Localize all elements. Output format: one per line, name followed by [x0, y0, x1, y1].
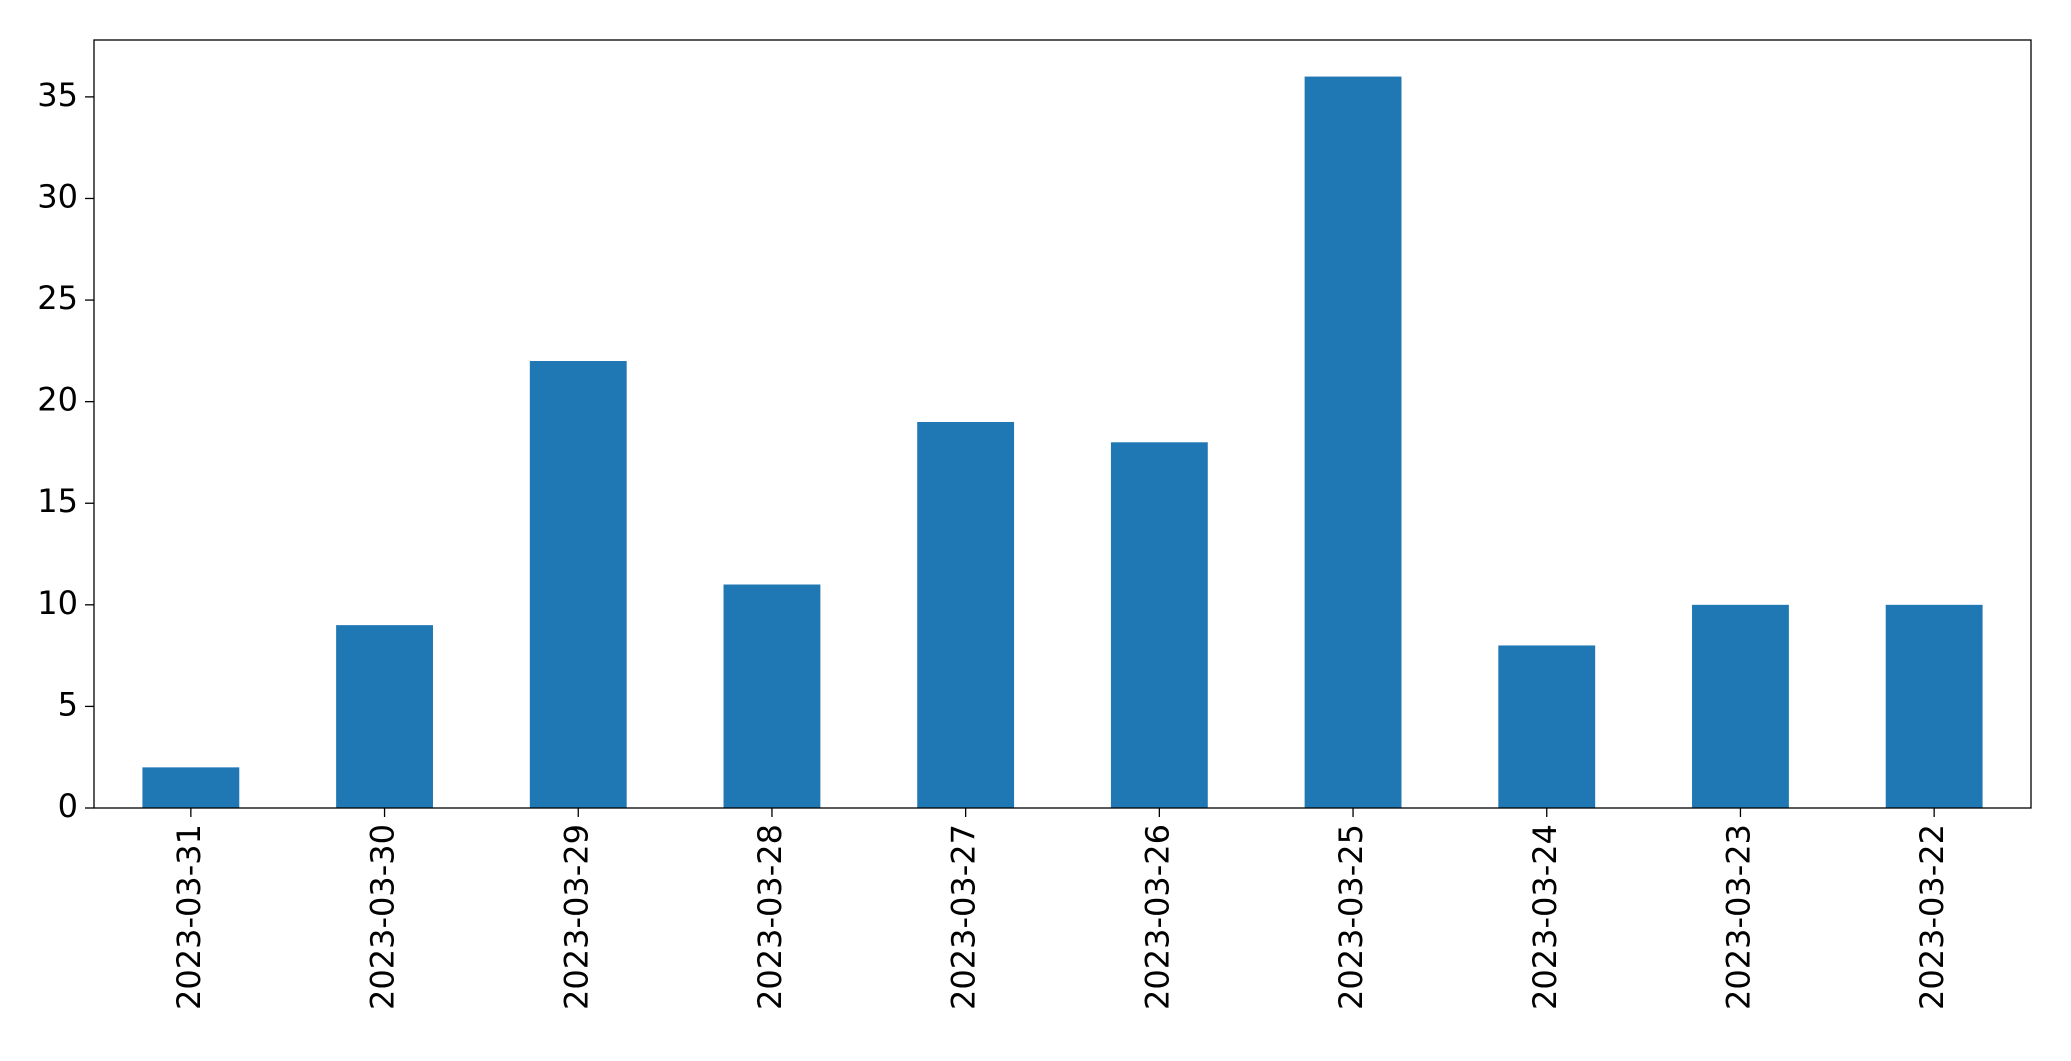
y-tick-label: 5: [58, 685, 78, 723]
bar: [529, 361, 627, 808]
x-tick-label: 2023-03-25: [1332, 824, 1370, 1010]
bar: [1110, 442, 1208, 808]
y-tick-label: 15: [37, 482, 78, 520]
bar: [1498, 645, 1596, 808]
y-tick-label: 10: [37, 584, 78, 622]
axes-frame: [93, 39, 2032, 809]
y-tick-label: 35: [37, 76, 78, 114]
bar: [1304, 76, 1402, 809]
bar: [1885, 604, 1983, 808]
bar: [142, 767, 240, 808]
y-tick-label: 20: [37, 381, 78, 419]
x-tick-label: 2023-03-24: [1526, 824, 1564, 1010]
x-tick-label: 2023-03-27: [945, 824, 983, 1010]
y-tick-label: 25: [37, 279, 78, 317]
x-tick-label: 2023-03-26: [1138, 824, 1176, 1010]
y-tick-label: 0: [58, 787, 78, 825]
bar: [917, 421, 1015, 808]
x-tick-label: 2023-03-23: [1719, 824, 1757, 1010]
bar: [336, 625, 433, 808]
x-tick-label: 2023-03-29: [557, 824, 595, 1010]
x-tick-label: 2023-03-30: [364, 824, 402, 1010]
bar: [723, 584, 821, 808]
x-tick-label: 2023-03-22: [1913, 824, 1951, 1010]
y-tick-label: 30: [37, 177, 78, 215]
x-tick-label: 2023-03-28: [751, 824, 789, 1010]
bar: [1692, 604, 1789, 808]
x-tick-label: 2023-03-31: [170, 824, 208, 1010]
